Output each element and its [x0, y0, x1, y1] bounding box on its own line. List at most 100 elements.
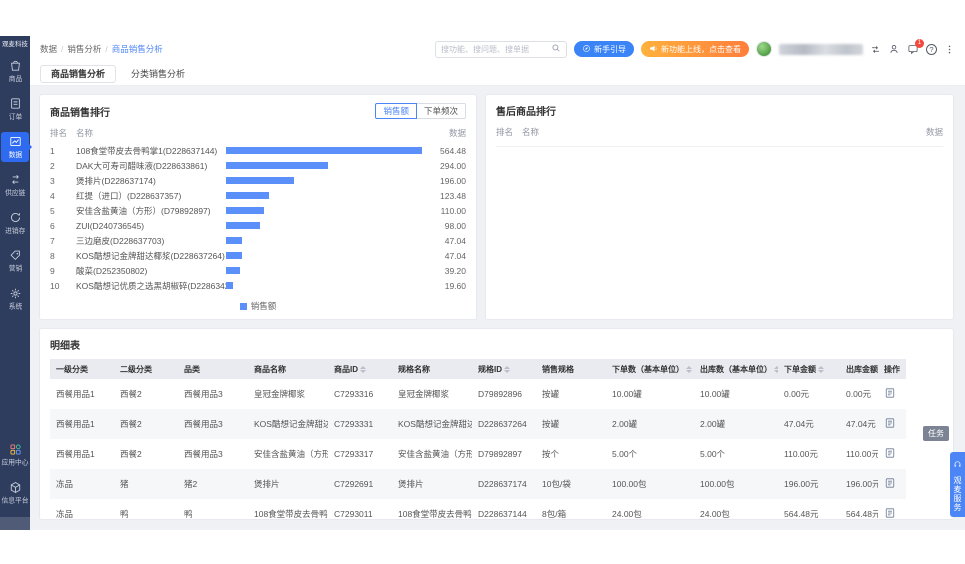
sidebar-item-info-platform[interactable]: 信息平台: [1, 478, 29, 508]
bar-track: [226, 267, 422, 274]
sales-bar: [226, 192, 269, 199]
sidebar-item-data[interactable]: 数据: [1, 132, 29, 163]
bar-track: [226, 177, 422, 184]
table-cell: 196.00元: [840, 469, 878, 499]
sales-value: 110.00: [440, 205, 466, 216]
bar-track: [226, 192, 422, 199]
sidebar-item-supply-chain[interactable]: 供应链: [1, 170, 29, 200]
sidebar-item-app-center[interactable]: 应用中心: [1, 440, 29, 470]
sidebar-item-label: 数据: [8, 150, 22, 159]
sort-carets-icon[interactable]: [504, 365, 510, 373]
app-logo: 观麦科技: [2, 41, 28, 48]
breadcrumb-item[interactable]: 销售分析: [67, 44, 102, 54]
table-cell: 皇冠金牌椰浆: [398, 389, 450, 399]
chart-row: 10 KOS酷想记优质之选黑胡椒碎(D228634296) 19.60: [50, 278, 466, 293]
column-header-sortable[interactable]: 下单数（基本单位）: [606, 359, 694, 379]
beginner-guide-button[interactable]: 新手引导: [574, 41, 634, 57]
table-cell: 按罐: [536, 409, 606, 439]
app-window: 观麦科技 商品 订单 数据 供应链 进销存 营销 系统 应用中心 信息平台 数据 / 销售分析 / 商…: [0, 36, 965, 530]
user-avatar[interactable]: [756, 41, 772, 57]
toggle-option[interactable]: 下单频次: [416, 103, 466, 119]
sidebar-item-goods[interactable]: 商品: [1, 56, 29, 86]
table-cell: 猪2: [178, 469, 248, 499]
chart-row: 7 三边磨皮(D228637703) 47.04: [50, 233, 466, 248]
table-row: 西餐用品1 西餐2 西餐用品3 皇冠金牌椰浆 C7293316 皇冠金牌椰浆 D798928…: [50, 379, 906, 409]
message-count-badge: 1: [915, 39, 924, 48]
table-cell: 108食堂带皮去骨鸭掌1: [398, 509, 472, 519]
table-cell: 5.00个: [612, 449, 638, 459]
help-icon[interactable]: ?: [926, 43, 937, 55]
column-header-sortable[interactable]: 出库数（基本单位）: [694, 359, 778, 379]
messages-icon[interactable]: 1: [907, 39, 924, 55]
sidebar-item-system[interactable]: 系统: [1, 284, 29, 314]
column-header-sortable[interactable]: 规格ID: [472, 359, 536, 379]
search-input[interactable]: [441, 44, 548, 54]
rank-value: 2: [50, 160, 55, 171]
breadcrumb-item[interactable]: 商品销售分析: [111, 44, 163, 54]
view-report-icon[interactable]: [884, 507, 896, 519]
table-cell: 0.00元: [784, 389, 810, 399]
chart-row: 3 煲排片(D228637174) 196.00: [50, 173, 466, 188]
breadcrumb-separator: /: [105, 44, 108, 54]
chart-row: 4 红提（进口）(D228637357) 123.48: [50, 188, 466, 203]
view-report-icon[interactable]: [884, 387, 896, 399]
chart-row: 2 DAK大可寿司醋味液(D228633861) 294.00: [50, 158, 466, 173]
sort-carets-icon[interactable]: [686, 365, 692, 373]
table-row: 冻品猪猪2 煲排片 C7292691 煲排片 D228637174 10包/袋 100.00…: [50, 469, 906, 499]
tab-active[interactable]: 商品销售分析: [40, 64, 117, 83]
table-cell: 24.00包: [700, 509, 730, 519]
product-name: ZUI(D240736545): [76, 220, 145, 231]
view-report-icon[interactable]: [884, 447, 896, 459]
view-report-icon[interactable]: [884, 417, 896, 429]
view-report-icon[interactable]: [884, 477, 896, 489]
table-cell: 西餐2: [120, 389, 142, 399]
sidebar-item-inventory[interactable]: 进销存: [1, 208, 29, 238]
bar-track: [226, 282, 422, 289]
customer-service-icon[interactable]: [888, 43, 900, 55]
breadcrumb-item[interactable]: 数据: [40, 44, 58, 54]
sidebar-item-label: 系统: [8, 302, 22, 311]
tab-inactive[interactable]: 分类销售分析: [131, 69, 186, 79]
column-header-sortable[interactable]: 下单金额: [778, 359, 840, 379]
value-header: 数据: [448, 128, 466, 138]
table-cell: C7292691: [328, 469, 392, 499]
task-floating-tag[interactable]: 任务: [923, 426, 949, 441]
sidebar-item-marketing[interactable]: 营销: [1, 246, 29, 276]
table-cell: 西餐用品1: [56, 449, 95, 459]
table-cell: 西餐用品3: [178, 409, 248, 439]
table-cell: D228637144: [478, 509, 527, 519]
more-menu-icon[interactable]: [944, 44, 955, 55]
table-cell: 西餐用品1: [50, 409, 114, 439]
user-name-redacted: [779, 43, 863, 55]
divider: [496, 146, 943, 147]
table-cell: 2.00罐: [694, 409, 778, 439]
product-name: 酸菜(D252350802): [76, 265, 148, 276]
sort-carets-icon[interactable]: [774, 365, 778, 373]
table-cell: 0.00元: [846, 389, 872, 399]
service-floating-button[interactable]: 观麦服务: [950, 452, 965, 517]
metric-toggle-group: 销售额 下单频次: [375, 103, 466, 119]
sort-carets-icon[interactable]: [360, 365, 366, 373]
column-header-sortable[interactable]: 出库金额: [840, 359, 878, 379]
new-feature-announcement-button[interactable]: 新功能上线，点击查看: [641, 41, 749, 57]
product-name: DAK大可寿司醋味液(D228633861): [76, 160, 208, 171]
table-cell: 564.48元: [846, 509, 878, 519]
table-cell: 100.00包: [694, 469, 778, 499]
sidebar-collapse-button[interactable]: [0, 517, 30, 530]
table-cell: 196.00元: [778, 469, 840, 499]
sort-carets-icon[interactable]: [818, 365, 824, 373]
table-cell: 鸭: [184, 509, 193, 519]
column-header-static: 销售规格: [536, 359, 606, 379]
table-row: 冻品 鸭 鸭 108食堂带皮去骨鸭掌 C7293011 108食堂带皮去骨鸭掌1 D2286…: [50, 499, 906, 519]
sales-value: 19.60: [444, 280, 466, 291]
switch-account-icon[interactable]: [870, 44, 881, 55]
column-header-sortable[interactable]: 商品ID: [328, 359, 392, 379]
legend-swatch: [239, 302, 247, 310]
chart-row: 8 KOS酷想记金牌甜达椰浆(D228637264) 47.04: [50, 248, 466, 263]
global-search[interactable]: [435, 40, 567, 58]
search-icon[interactable]: [551, 40, 561, 58]
sidebar-item-order[interactable]: 订单: [1, 94, 29, 124]
rank-value: 4: [50, 190, 55, 201]
toggle-option[interactable]: 销售额: [375, 103, 417, 119]
